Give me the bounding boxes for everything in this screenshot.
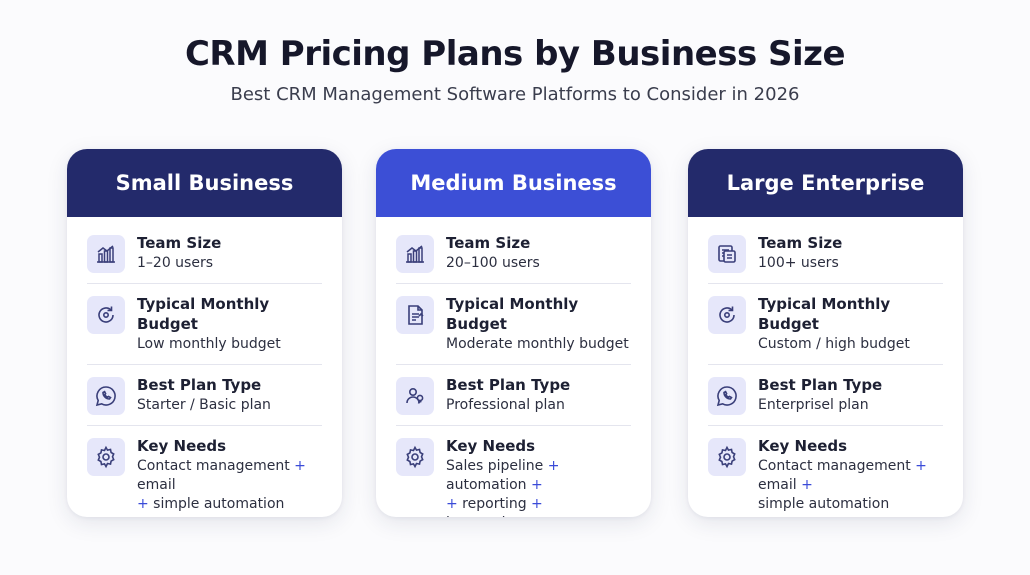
card-medium-business: Medium Business Team Size 20–100 users T… bbox=[376, 149, 651, 517]
row-label: Best Plan Type bbox=[758, 376, 883, 394]
row-value: Moderate monthly budget bbox=[446, 336, 629, 352]
row-label: Best Plan Type bbox=[137, 376, 262, 394]
bar-chart-icon bbox=[396, 235, 434, 273]
row-key-needs: Key Needs Contact management + email + s… bbox=[708, 436, 943, 517]
row-value: Contact management + email + simple autom… bbox=[137, 458, 306, 512]
row-plan-type: Best Plan Type Enterprisel plan bbox=[708, 375, 943, 426]
refresh-icon bbox=[87, 296, 125, 334]
page-title: CRM Pricing Plans by Business Size bbox=[184, 34, 846, 74]
row-label: Best Plan Type bbox=[446, 376, 571, 394]
row-value: Contact management + email + simple auto… bbox=[758, 458, 927, 512]
row-label: Key Needs bbox=[446, 437, 536, 455]
row-monthly-budget: Typical Monthly Budget Moderate monthly … bbox=[396, 294, 631, 365]
row-key-needs: Key Needs Contact management + email + si… bbox=[87, 436, 322, 517]
gear-icon bbox=[87, 438, 125, 476]
row-team-size: Team Size 100+ users bbox=[708, 233, 943, 284]
row-plan-type: Best Plan Type Professional plan bbox=[396, 375, 631, 426]
list-doc-icon bbox=[708, 235, 746, 273]
row-plan-type: Best Plan Type Starter / Basic plan bbox=[87, 375, 322, 426]
card-header: Large Enterprise bbox=[688, 149, 963, 217]
row-label: Key Needs bbox=[137, 437, 227, 455]
row-team-size: Team Size 20–100 users bbox=[396, 233, 631, 284]
card-header: Medium Business bbox=[376, 149, 651, 217]
row-value: Custom / high budget bbox=[758, 336, 910, 352]
row-value: 20–100 users bbox=[446, 255, 540, 271]
bar-chart-icon bbox=[87, 235, 125, 273]
row-value: 100+ users bbox=[758, 255, 839, 271]
page-subtitle: Best CRM Management Software Platforms t… bbox=[230, 84, 800, 105]
row-key-needs: Key Needs Sales pipeline + automation + +… bbox=[396, 436, 631, 517]
document-icon bbox=[396, 296, 434, 334]
card-header: Small Business bbox=[67, 149, 342, 217]
row-value: Sales pipeline + automation + + reporting… bbox=[446, 458, 560, 517]
card-large-enterprise: Large Enterprise Team Size 100+ users Ty… bbox=[688, 149, 963, 517]
row-value: Low monthly budget bbox=[137, 336, 281, 352]
chat-bubble-icon bbox=[87, 377, 125, 415]
card-small-business: Small Business Team Size 1–20 users Typi… bbox=[67, 149, 342, 517]
row-label: Key Needs bbox=[758, 437, 848, 455]
row-label: Typical Monthly Budget bbox=[758, 295, 891, 333]
row-team-size: Team Size 1–20 users bbox=[87, 233, 322, 284]
row-value: 1–20 users bbox=[137, 255, 214, 271]
row-value: Enterprisel plan bbox=[758, 397, 869, 413]
row-label: Team Size bbox=[446, 234, 531, 252]
gear-icon bbox=[708, 438, 746, 476]
row-monthly-budget: Typical Monthly Budget Low monthly budge… bbox=[87, 294, 322, 365]
row-value: Starter / Basic plan bbox=[137, 397, 271, 413]
people-icon bbox=[396, 377, 434, 415]
row-monthly-budget: Typical Monthly Budget Custom / high bud… bbox=[708, 294, 943, 365]
row-label: Team Size bbox=[137, 234, 222, 252]
row-label: Team Size bbox=[758, 234, 843, 252]
gear-icon bbox=[396, 438, 434, 476]
row-label: Typical Monthly Budget bbox=[446, 295, 579, 333]
row-value: Professional plan bbox=[446, 397, 565, 413]
chat-bubble-icon bbox=[708, 377, 746, 415]
refresh-icon bbox=[708, 296, 746, 334]
row-label: Typical Monthly Budget bbox=[137, 295, 270, 333]
